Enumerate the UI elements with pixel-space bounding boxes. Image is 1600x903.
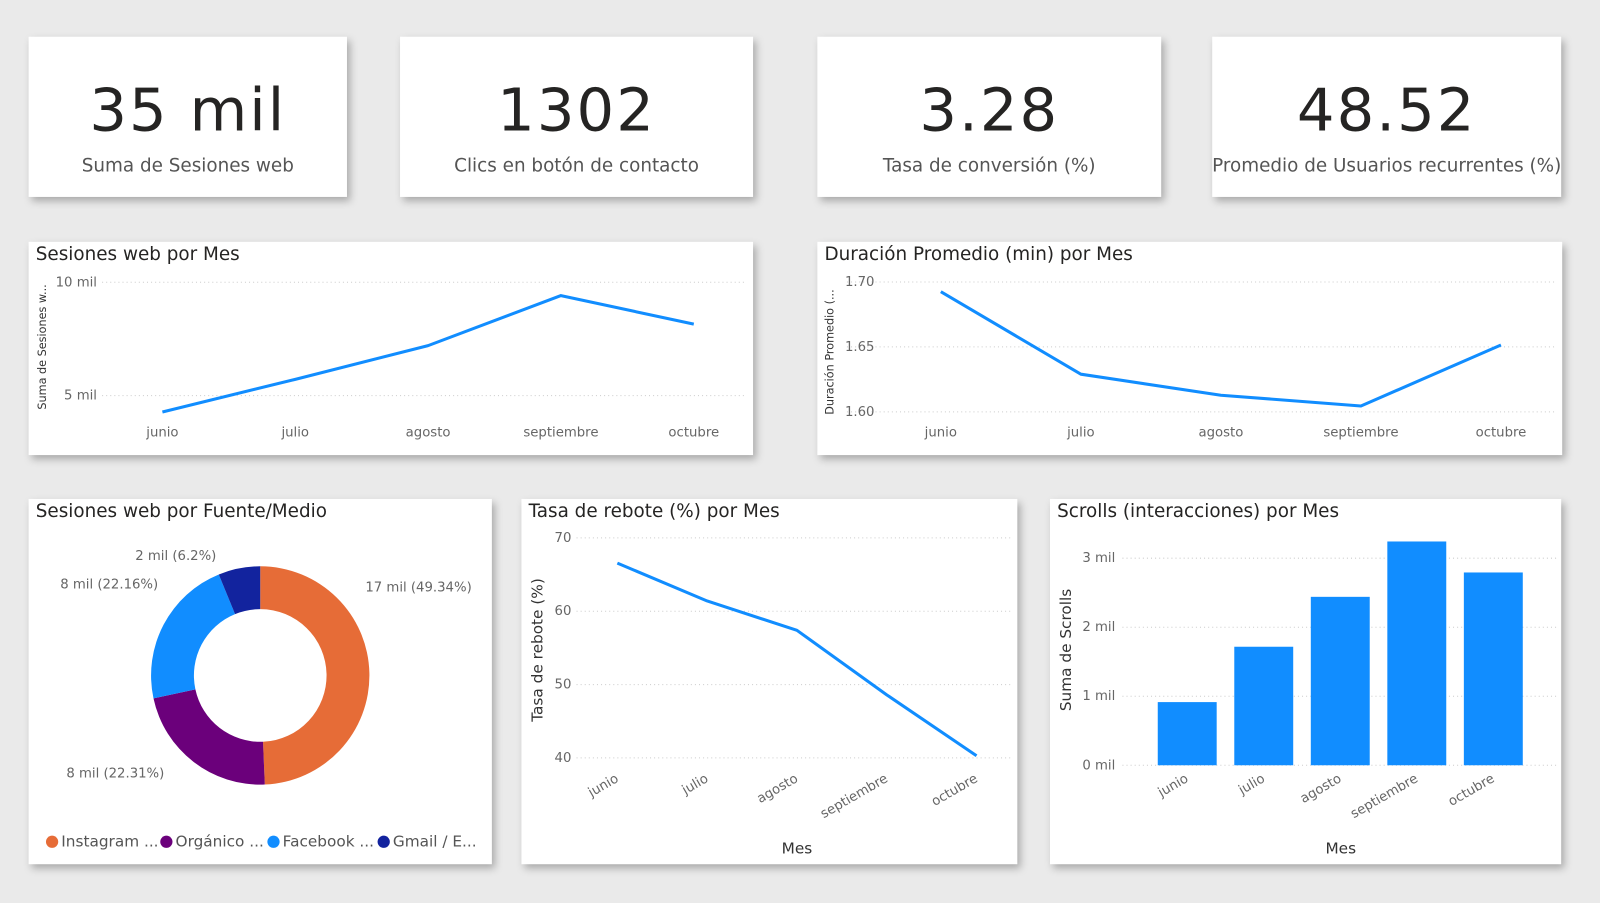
y-axis-title: Suma de Scrolls [1057, 589, 1075, 711]
x-axis-title: Mes [782, 839, 813, 857]
kpi-label: Tasa de conversión (%) [882, 155, 1096, 176]
y-tick-label: 60 [555, 604, 572, 619]
donut-slice [260, 566, 370, 785]
y-axis-title: Tasa de rebote (%) [528, 578, 546, 723]
x-tick-label: junio [145, 426, 178, 441]
legend-label: Instagram ... [61, 832, 158, 850]
y-tick-label: 1.60 [845, 405, 875, 420]
x-tick-label: julio [280, 426, 309, 441]
chart-title: Duración Promedio (min) por Mes [824, 244, 1132, 265]
bar [1310, 596, 1370, 766]
y-axis-title: Suma de Sesiones w... [36, 284, 49, 409]
kpi-card [400, 36, 754, 197]
data-label: 8 mil (22.31%) [66, 766, 164, 781]
donut-slice [218, 566, 261, 615]
kpi-card [817, 36, 1162, 197]
y-tick-label: 0 mil [1082, 758, 1115, 773]
line-series [940, 290, 1502, 408]
legend-label: Gmail / E... [393, 832, 477, 850]
kpi-value: 3.28 [919, 75, 1059, 144]
chart-panel [521, 498, 1018, 865]
kpi-label: Promedio de Usuarios recurrentes (%) [1212, 155, 1561, 176]
bar [1157, 702, 1217, 766]
y-tick-label: 10 mil [56, 275, 97, 290]
chart-title: Sesiones web por Mes [36, 244, 240, 265]
bar [1463, 572, 1523, 766]
y-tick-label: 1.65 [845, 340, 875, 355]
kpi-value: 48.52 [1297, 75, 1477, 144]
chart-panel [817, 241, 1563, 456]
bar [1234, 646, 1294, 766]
kpi-label: Clics en botón de contacto [454, 155, 699, 176]
y-tick-label: 3 mil [1082, 551, 1115, 566]
donut-slice [151, 574, 236, 699]
kpi-value: 1302 [497, 75, 656, 144]
y-tick-label: 1 mil [1082, 689, 1115, 704]
legend-label: Facebook ... [283, 832, 374, 850]
x-tick-label: octubre [668, 426, 719, 441]
y-tick-label: 70 [555, 531, 572, 546]
data-label: 17 mil (49.34%) [365, 581, 471, 596]
x-tick-label: octubre [1476, 426, 1527, 441]
x-tick-label: julio [1066, 426, 1095, 441]
data-label: 8 mil (22.16%) [60, 578, 158, 593]
x-tick-label: septiembre [1323, 426, 1398, 441]
kpi-card [1212, 36, 1562, 197]
chart-title: Tasa de rebote (%) por Mes [528, 501, 780, 522]
legend-label: Orgánico ... [176, 832, 264, 850]
line-series [616, 561, 978, 757]
data-label: 2 mil (6.2%) [135, 549, 216, 564]
line-series [162, 294, 695, 414]
kpi-label: Suma de Sesiones web [82, 155, 294, 176]
x-tick-label: junio [924, 426, 957, 441]
legend-marker [45, 835, 59, 848]
x-axis-title: Mes [1325, 839, 1356, 857]
chart-panel [28, 241, 754, 456]
x-tick-label: agosto [406, 426, 451, 441]
y-axis-title: Duración Promedio (... [824, 289, 837, 414]
legend-marker [267, 835, 280, 848]
y-tick-label: 50 [555, 678, 572, 693]
y-tick-label: 1.70 [845, 275, 875, 290]
legend-marker [160, 835, 173, 848]
chart-panel [28, 498, 492, 865]
y-tick-label: 2 mil [1082, 620, 1115, 635]
bar [1387, 541, 1447, 766]
kpi-value: 35 mil [89, 75, 286, 144]
donut-slice [153, 689, 265, 785]
chart-title: Sesiones web por Fuente/Medio [36, 501, 327, 522]
y-tick-label: 5 mil [64, 389, 97, 404]
x-tick-label: septiembre [523, 426, 598, 441]
x-tick-label: agosto [1198, 426, 1243, 441]
y-tick-label: 40 [555, 751, 572, 766]
legend-marker [377, 835, 390, 848]
kpi-card [28, 36, 347, 197]
chart-title: Scrolls (interacciones) por Mes [1057, 501, 1339, 522]
